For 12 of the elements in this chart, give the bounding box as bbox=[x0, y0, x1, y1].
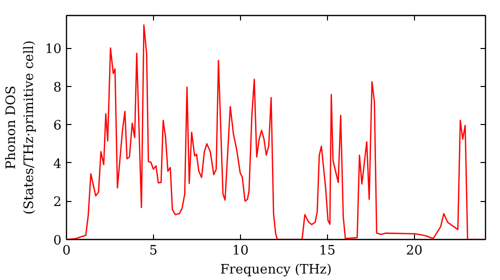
x-tick-label: 20 bbox=[406, 244, 422, 258]
y-tick-label: 10 bbox=[44, 42, 62, 58]
y-tick-label: 6 bbox=[53, 118, 62, 134]
x-tick-label: 15 bbox=[319, 244, 336, 258]
y-tick-label: 0 bbox=[53, 234, 62, 248]
y-tick-label: 8 bbox=[53, 80, 62, 96]
y-tick-label: 2 bbox=[53, 195, 62, 210]
x-tick-label: 10 bbox=[232, 244, 249, 258]
x-axis-title: Frequency (THz) bbox=[220, 262, 332, 278]
y-axis-title: Phonon DOS (States/THz·primitive cell) bbox=[4, 40, 37, 214]
x-tick-label: 5 bbox=[149, 244, 158, 258]
y-tick-label: 4 bbox=[53, 156, 62, 172]
